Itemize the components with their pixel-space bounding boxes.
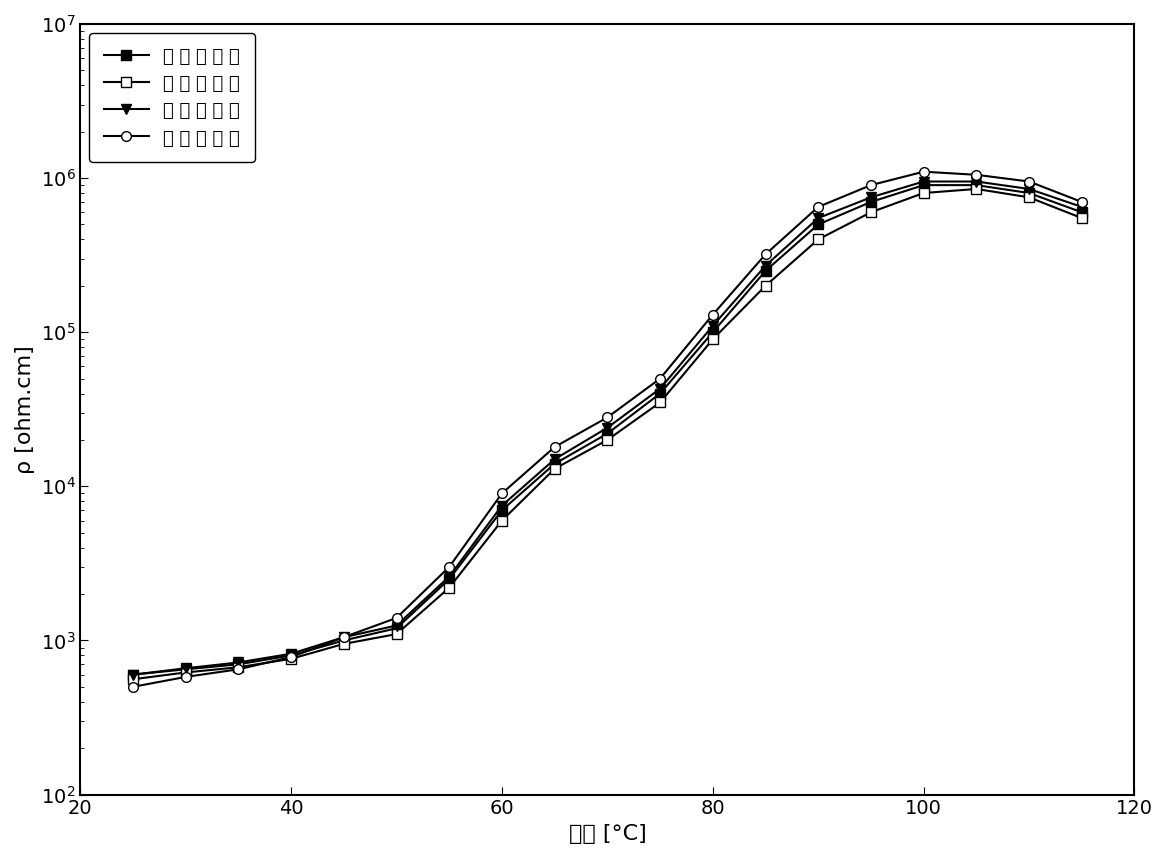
第 一 次 加 热 [812, 219, 826, 229]
Y-axis label: ρ [ohm.cm]: ρ [ohm.cm] [15, 345, 35, 473]
第 二 次 加 热 [179, 667, 193, 678]
第 五 次 加 热 [495, 501, 509, 511]
第 十 次 加 热 [495, 488, 509, 498]
第 一 次 加 热 [284, 650, 298, 661]
第 二 次 加 热 [389, 629, 403, 639]
Line: 第 十 次 加 热: 第 十 次 加 热 [128, 167, 1086, 691]
第 十 次 加 热 [600, 412, 614, 423]
第 一 次 加 热 [864, 197, 878, 207]
第 二 次 加 热 [969, 184, 983, 194]
第 二 次 加 热 [284, 654, 298, 664]
第 十 次 加 热 [548, 442, 562, 452]
第 五 次 加 热 [389, 620, 403, 631]
第 五 次 加 热 [336, 632, 350, 643]
第 一 次 加 热 [231, 659, 245, 669]
第 一 次 加 热 [600, 429, 614, 439]
Line: 第 一 次 加 热: 第 一 次 加 热 [128, 180, 1086, 679]
第 十 次 加 热 [443, 562, 457, 572]
第 二 次 加 热 [336, 639, 350, 649]
第 二 次 加 热 [917, 188, 931, 198]
第 十 次 加 热 [126, 682, 140, 692]
第 一 次 加 热 [1022, 188, 1036, 198]
第 二 次 加 热 [495, 515, 509, 526]
第 五 次 加 热 [1022, 184, 1036, 194]
第 五 次 加 热 [653, 383, 667, 393]
第 二 次 加 热 [1022, 192, 1036, 203]
第 五 次 加 热 [179, 663, 193, 673]
第 一 次 加 热 [1075, 207, 1089, 217]
第 一 次 加 热 [917, 180, 931, 191]
第 二 次 加 热 [548, 464, 562, 474]
第 十 次 加 热 [336, 632, 350, 643]
第 五 次 加 热 [600, 423, 614, 433]
第 十 次 加 热 [758, 249, 772, 259]
第 五 次 加 热 [548, 454, 562, 465]
Legend: 第 一 次 加 热, 第 二 次 加 热, 第 五 次 加 热, 第 十 次 加 热: 第 一 次 加 热, 第 二 次 加 热, 第 五 次 加 热, 第 十 次 加… [89, 33, 255, 162]
第 二 次 加 热 [126, 674, 140, 685]
第 二 次 加 热 [812, 235, 826, 245]
第 一 次 加 热 [389, 623, 403, 633]
第 十 次 加 热 [812, 202, 826, 212]
Line: 第 二 次 加 热: 第 二 次 加 热 [128, 184, 1086, 684]
第 二 次 加 热 [864, 207, 878, 217]
第 十 次 加 热 [1022, 176, 1036, 186]
第 十 次 加 热 [864, 180, 878, 191]
第 二 次 加 热 [653, 398, 667, 408]
第 十 次 加 热 [389, 612, 403, 623]
第 二 次 加 热 [231, 662, 245, 673]
第 一 次 加 热 [758, 265, 772, 276]
第 五 次 加 热 [969, 176, 983, 186]
第 二 次 加 热 [705, 334, 719, 344]
第 十 次 加 热 [179, 672, 193, 682]
第 五 次 加 热 [812, 213, 826, 223]
第 二 次 加 热 [600, 435, 614, 445]
第 十 次 加 热 [284, 652, 298, 662]
第 五 次 加 热 [284, 649, 298, 659]
第 二 次 加 热 [443, 582, 457, 593]
第 十 次 加 热 [1075, 197, 1089, 207]
第 五 次 加 热 [231, 657, 245, 667]
第 一 次 加 热 [653, 388, 667, 399]
第 十 次 加 热 [917, 167, 931, 177]
第 二 次 加 热 [758, 281, 772, 291]
第 五 次 加 热 [917, 176, 931, 186]
第 一 次 加 热 [705, 327, 719, 338]
第 五 次 加 热 [864, 192, 878, 203]
第 五 次 加 热 [1075, 202, 1089, 212]
第 一 次 加 热 [126, 669, 140, 679]
第 一 次 加 热 [443, 574, 457, 584]
第 一 次 加 热 [495, 505, 509, 515]
第 十 次 加 热 [705, 309, 719, 320]
第 一 次 加 热 [548, 459, 562, 469]
第 一 次 加 热 [179, 664, 193, 674]
第 十 次 加 热 [231, 664, 245, 674]
第 十 次 加 热 [969, 170, 983, 180]
第 五 次 加 热 [443, 571, 457, 582]
第 五 次 加 热 [705, 320, 719, 331]
Line: 第 五 次 加 热: 第 五 次 加 热 [128, 177, 1086, 679]
第 一 次 加 热 [336, 636, 350, 646]
第 一 次 加 热 [969, 180, 983, 191]
第 十 次 加 热 [653, 374, 667, 384]
第 五 次 加 热 [126, 669, 140, 679]
第 五 次 加 热 [758, 260, 772, 271]
X-axis label: 温度 [°C]: 温度 [°C] [569, 824, 646, 844]
第 二 次 加 热 [1075, 213, 1089, 223]
